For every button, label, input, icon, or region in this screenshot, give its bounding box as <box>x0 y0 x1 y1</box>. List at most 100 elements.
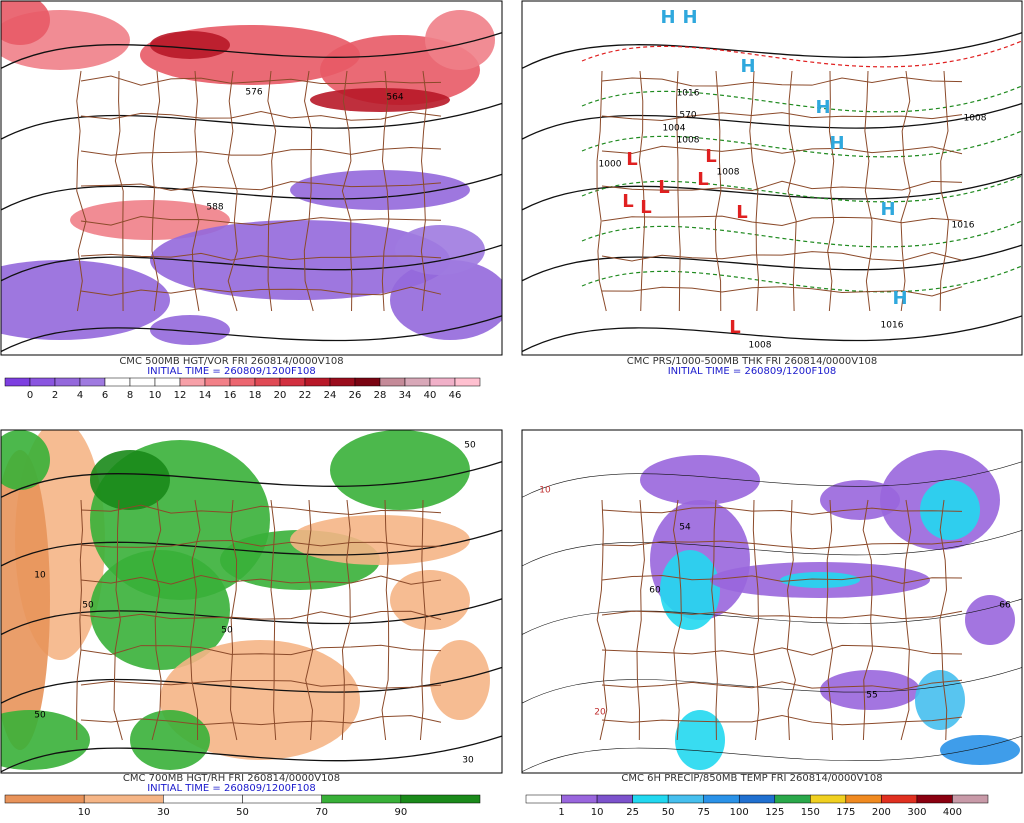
map-label: 50 <box>464 441 476 451</box>
thickness-line <box>581 40 1022 68</box>
contour-line <box>1 31 502 70</box>
map-label: 1016 <box>881 321 904 331</box>
map-label: 1008 <box>749 341 772 351</box>
map-label: 20 <box>594 708 606 718</box>
colorbar-label: 20 <box>274 390 287 401</box>
state-boundary <box>80 181 442 191</box>
map-label: L <box>736 202 747 223</box>
colorbar-label: 26 <box>349 390 362 401</box>
colorbar-label: 16 <box>224 390 237 401</box>
state-boundary <box>191 70 200 312</box>
state-boundary <box>151 499 162 741</box>
state-boundary <box>601 679 963 691</box>
colorbar-swatch <box>4 377 31 387</box>
colorbar-label: 125 <box>765 807 784 818</box>
contour-line <box>1 460 502 499</box>
state-boundary <box>267 70 277 312</box>
state-boundary <box>601 610 963 620</box>
shaded-region <box>390 260 502 340</box>
map-frame <box>521 0 1023 356</box>
shaded-region <box>660 550 720 630</box>
colorbar-label: 150 <box>801 807 820 818</box>
map-label: L <box>622 191 633 212</box>
state-boundary <box>939 499 948 741</box>
thickness-line <box>581 220 1022 248</box>
state-boundary <box>76 499 83 741</box>
panel-title: CMC 700MB HGT/RH FRI 260814/0000V108 <box>123 773 340 784</box>
shaded-region <box>1 260 170 340</box>
shaded-region <box>310 88 450 112</box>
map-label: L <box>729 317 740 338</box>
state-boundary <box>80 610 442 620</box>
shaded-region <box>1 450 50 750</box>
colorbar-swatch <box>632 794 669 804</box>
colorbar-label: 50 <box>236 807 249 818</box>
map-label: 55 <box>866 691 877 701</box>
state-boundary <box>305 499 314 741</box>
map-label: L <box>697 169 708 190</box>
shaded-region <box>940 735 1020 765</box>
map-label: 576 <box>245 88 262 98</box>
colorbar-swatch <box>154 377 181 387</box>
shaded-region <box>1 710 90 770</box>
map-label: 50 <box>82 601 94 611</box>
shaded-region <box>640 455 760 505</box>
state-boundary <box>900 499 912 741</box>
colorbar-swatch <box>83 794 164 804</box>
state-boundary <box>827 70 835 312</box>
colorbar-label: 10 <box>78 807 91 818</box>
colorbar-label: 10 <box>591 807 604 818</box>
colorbar-swatch <box>703 794 740 804</box>
map-frame <box>0 0 503 356</box>
colorbar-label: 25 <box>626 807 639 818</box>
colorbar-swatch <box>525 794 562 804</box>
shaded-region <box>820 480 900 520</box>
colorbar-swatch <box>774 794 811 804</box>
colorbar-label: 75 <box>697 807 710 818</box>
contour-line <box>1 666 502 705</box>
map-label: 1016 <box>952 221 975 231</box>
colorbar-label: 0 <box>27 390 33 401</box>
map-label: H <box>740 56 755 77</box>
shaded-region <box>920 480 980 540</box>
contour-line <box>522 735 1022 773</box>
colorbar-swatch <box>404 377 431 387</box>
state-boundary <box>601 575 963 584</box>
state-boundary <box>601 644 963 656</box>
map-label: H <box>660 7 675 28</box>
state-boundary <box>864 70 873 312</box>
colorbar-label: 34 <box>399 390 412 401</box>
state-boundary <box>80 575 442 585</box>
state-boundary <box>80 286 442 296</box>
state-boundary <box>303 70 314 312</box>
shaded-region <box>425 10 495 70</box>
map-label: 564 <box>386 93 403 103</box>
colorbar-swatch <box>881 794 918 804</box>
shaded-region <box>430 640 490 720</box>
map-frame <box>521 429 1023 774</box>
map-label: 10 <box>539 486 551 496</box>
shaded-region <box>1 430 50 490</box>
state-boundary <box>419 499 427 741</box>
colorbar-swatch <box>561 794 598 804</box>
colorbar-swatch <box>229 377 256 387</box>
colorbar-swatch <box>400 794 481 804</box>
shaded-region <box>1 1 50 45</box>
colorbar-label: 400 <box>943 807 962 818</box>
state-boundary <box>601 180 963 192</box>
state-boundary <box>601 540 963 550</box>
map-label: 1000 <box>599 160 622 170</box>
state-boundary <box>270 499 277 741</box>
map-frame <box>0 429 503 774</box>
shaded-region <box>820 670 920 710</box>
map-area: 576 564 588 <box>1 1 502 355</box>
colorbar-label: 70 <box>315 807 328 818</box>
colorbar-label: 12 <box>174 390 187 401</box>
contour-line <box>1 102 502 141</box>
shaded-region <box>915 670 965 730</box>
colorbar-swatch <box>242 794 322 804</box>
map-label: 50 <box>34 711 46 721</box>
shaded-region <box>150 31 230 59</box>
